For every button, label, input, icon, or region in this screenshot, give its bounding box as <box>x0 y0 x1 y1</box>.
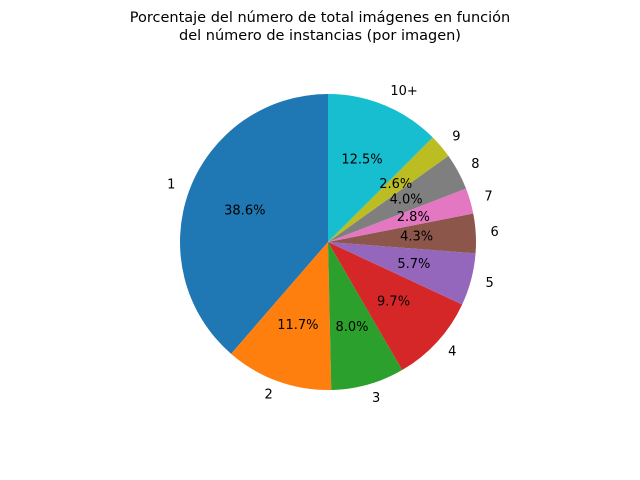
pie-labels: 1 38.6% 2 11.7% 3 8.0% 4 9.7% 5 5.7% 6 4.3% 7 2.8% 8 4.… <box>167 84 499 406</box>
pie-slice-1 <box>180 94 328 354</box>
category-label-6: 6 <box>491 225 499 240</box>
category-label-3: 3 <box>372 391 380 406</box>
category-label-9: 9 <box>452 129 460 144</box>
category-label-10+: 10+ <box>390 84 417 99</box>
pie-slice-9 <box>328 137 449 242</box>
percent-label-8: 4.0% <box>390 192 423 207</box>
percent-label-3: 8.0% <box>335 320 368 335</box>
pie-slice-7 <box>328 188 474 242</box>
pie-slice-10+ <box>328 94 433 242</box>
pie-slice-2 <box>231 242 332 390</box>
category-label-2: 2 <box>265 388 273 403</box>
percent-label-1: 38.6% <box>224 203 265 218</box>
pie-slice-5 <box>328 242 476 305</box>
pie-slice-3 <box>328 242 403 390</box>
percent-label-5: 5.7% <box>397 257 430 272</box>
pie-slices <box>180 94 476 390</box>
percent-label-9: 2.6% <box>379 177 412 192</box>
percent-label-6: 4.3% <box>400 229 433 244</box>
percent-label-7: 2.8% <box>397 210 430 225</box>
category-label-8: 8 <box>471 157 479 172</box>
category-label-4: 4 <box>448 344 456 359</box>
pie-slice-6 <box>328 213 476 254</box>
chart-title-line-1: Porcentaje del número de total imágenes … <box>129 10 511 26</box>
percent-label-2: 11.7% <box>277 318 318 333</box>
pie-slice-8 <box>328 155 467 242</box>
category-label-1: 1 <box>167 178 175 193</box>
chart-title: Porcentaje del número de total imágenes … <box>0 9 640 45</box>
pie-slice-4 <box>328 242 463 371</box>
category-label-7: 7 <box>484 189 492 204</box>
percent-label-4: 9.7% <box>377 294 410 309</box>
percent-label-10+: 12.5% <box>341 152 382 167</box>
category-label-5: 5 <box>485 276 493 291</box>
chart-title-line-2: del número de instancias (por imagen) <box>179 28 461 44</box>
